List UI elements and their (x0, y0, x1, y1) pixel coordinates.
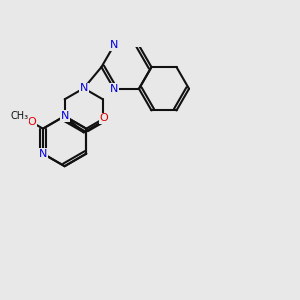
Text: N: N (110, 40, 118, 50)
Text: O: O (100, 113, 108, 123)
Text: N: N (110, 84, 118, 94)
Text: O: O (28, 117, 37, 128)
Text: N: N (60, 111, 69, 121)
Text: N: N (39, 149, 47, 159)
Text: CH₃: CH₃ (11, 111, 29, 121)
Text: N: N (80, 83, 88, 93)
